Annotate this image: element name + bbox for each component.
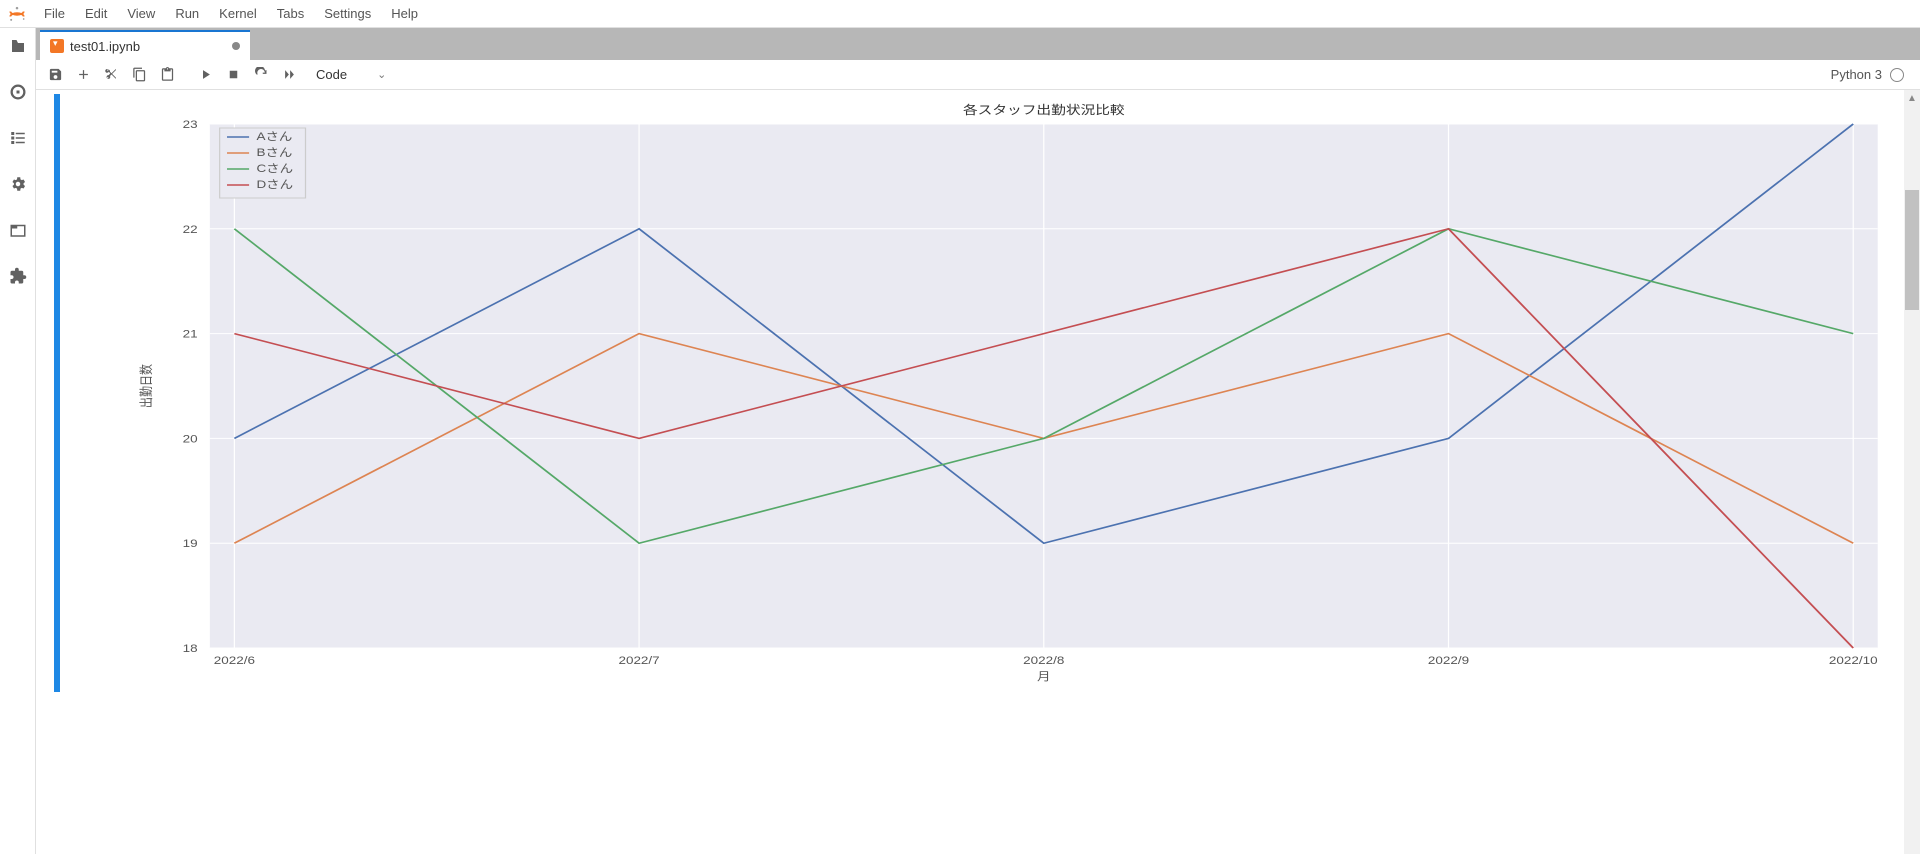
unsaved-indicator-icon bbox=[232, 42, 240, 50]
jupyter-logo bbox=[6, 3, 28, 25]
menu-view[interactable]: View bbox=[117, 2, 165, 25]
tabs-icon[interactable] bbox=[6, 218, 30, 242]
notebook-toolbar: Code ⌄ Python 3 bbox=[0, 60, 1920, 90]
kernel-status-icon[interactable] bbox=[1890, 68, 1904, 82]
chevron-down-icon: ⌄ bbox=[377, 68, 386, 81]
svg-text:Dさん: Dさん bbox=[256, 178, 293, 191]
menu-file[interactable]: File bbox=[34, 2, 75, 25]
svg-text:2022/9: 2022/9 bbox=[1428, 654, 1469, 667]
restart-run-all-button[interactable] bbox=[276, 63, 302, 87]
svg-text:2022/8: 2022/8 bbox=[1023, 654, 1064, 667]
chart-output: 18 19 20 21 22 23 2022/6 2022/7 2022/8 2022/9 2022… bbox=[124, 98, 1890, 688]
files-icon[interactable] bbox=[6, 34, 30, 58]
left-sidebar bbox=[0, 28, 36, 854]
svg-text:2022/6: 2022/6 bbox=[214, 654, 255, 667]
paste-button[interactable] bbox=[154, 63, 180, 87]
menu-tabs[interactable]: Tabs bbox=[267, 2, 314, 25]
svg-text:18: 18 bbox=[183, 642, 198, 655]
svg-text:2022/7: 2022/7 bbox=[618, 654, 659, 667]
scroll-up-icon[interactable]: ▲ bbox=[1904, 90, 1920, 106]
notebook-tab[interactable]: test01.ipynb bbox=[40, 30, 250, 60]
stop-button[interactable] bbox=[220, 63, 246, 87]
code-cell[interactable]: 18 19 20 21 22 23 2022/6 2022/7 2022/8 2022/9 2022… bbox=[54, 94, 1894, 692]
tab-bar: test01.ipynb bbox=[0, 28, 1920, 60]
svg-text:Bさん: Bさん bbox=[256, 146, 292, 159]
svg-text:22: 22 bbox=[183, 223, 198, 236]
run-button[interactable] bbox=[192, 63, 218, 87]
cell-gutter bbox=[60, 94, 120, 692]
cut-button[interactable] bbox=[98, 63, 124, 87]
menu-edit[interactable]: Edit bbox=[75, 2, 117, 25]
menu-settings[interactable]: Settings bbox=[314, 2, 381, 25]
menu-run[interactable]: Run bbox=[165, 2, 209, 25]
restart-button[interactable] bbox=[248, 63, 274, 87]
settings-icon[interactable] bbox=[6, 172, 30, 196]
svg-text:21: 21 bbox=[183, 328, 198, 341]
svg-text:月: 月 bbox=[1037, 670, 1050, 683]
save-button[interactable] bbox=[42, 63, 68, 87]
svg-text:23: 23 bbox=[183, 118, 198, 131]
running-icon[interactable] bbox=[6, 80, 30, 104]
svg-text:出勤日数: 出勤日数 bbox=[138, 364, 154, 408]
svg-text:2022/10: 2022/10 bbox=[1829, 654, 1878, 667]
toc-icon[interactable] bbox=[6, 126, 30, 150]
cell-type-label: Code bbox=[316, 67, 347, 82]
tab-filename: test01.ipynb bbox=[70, 39, 140, 54]
svg-text:Aさん: Aさん bbox=[256, 130, 292, 143]
kernel-name[interactable]: Python 3 bbox=[1831, 67, 1882, 82]
svg-text:20: 20 bbox=[183, 433, 198, 446]
svg-text:各スタッフ出勤状況比較: 各スタッフ出勤状況比較 bbox=[963, 103, 1125, 116]
notebook-panel: 18 19 20 21 22 23 2022/6 2022/7 2022/8 2022/9 2022… bbox=[36, 90, 1920, 854]
cell-output: 18 19 20 21 22 23 2022/6 2022/7 2022/8 2022/9 2022… bbox=[120, 94, 1894, 692]
svg-text:Cさん: Cさん bbox=[256, 162, 293, 175]
extensions-icon[interactable] bbox=[6, 264, 30, 288]
svg-text:19: 19 bbox=[183, 537, 198, 550]
menu-help[interactable]: Help bbox=[381, 2, 428, 25]
vertical-scrollbar[interactable]: ▲ bbox=[1904, 90, 1920, 854]
notebook-icon bbox=[50, 39, 64, 53]
menu-kernel[interactable]: Kernel bbox=[209, 2, 267, 25]
menu-bar: File Edit View Run Kernel Tabs Settings … bbox=[0, 0, 1920, 28]
cell-type-select[interactable]: Code ⌄ bbox=[310, 65, 392, 84]
copy-button[interactable] bbox=[126, 63, 152, 87]
notebook-scroll: 18 19 20 21 22 23 2022/6 2022/7 2022/8 2022/9 2022… bbox=[36, 90, 1904, 854]
insert-cell-button[interactable] bbox=[70, 63, 96, 87]
scrollbar-thumb[interactable] bbox=[1905, 190, 1919, 310]
